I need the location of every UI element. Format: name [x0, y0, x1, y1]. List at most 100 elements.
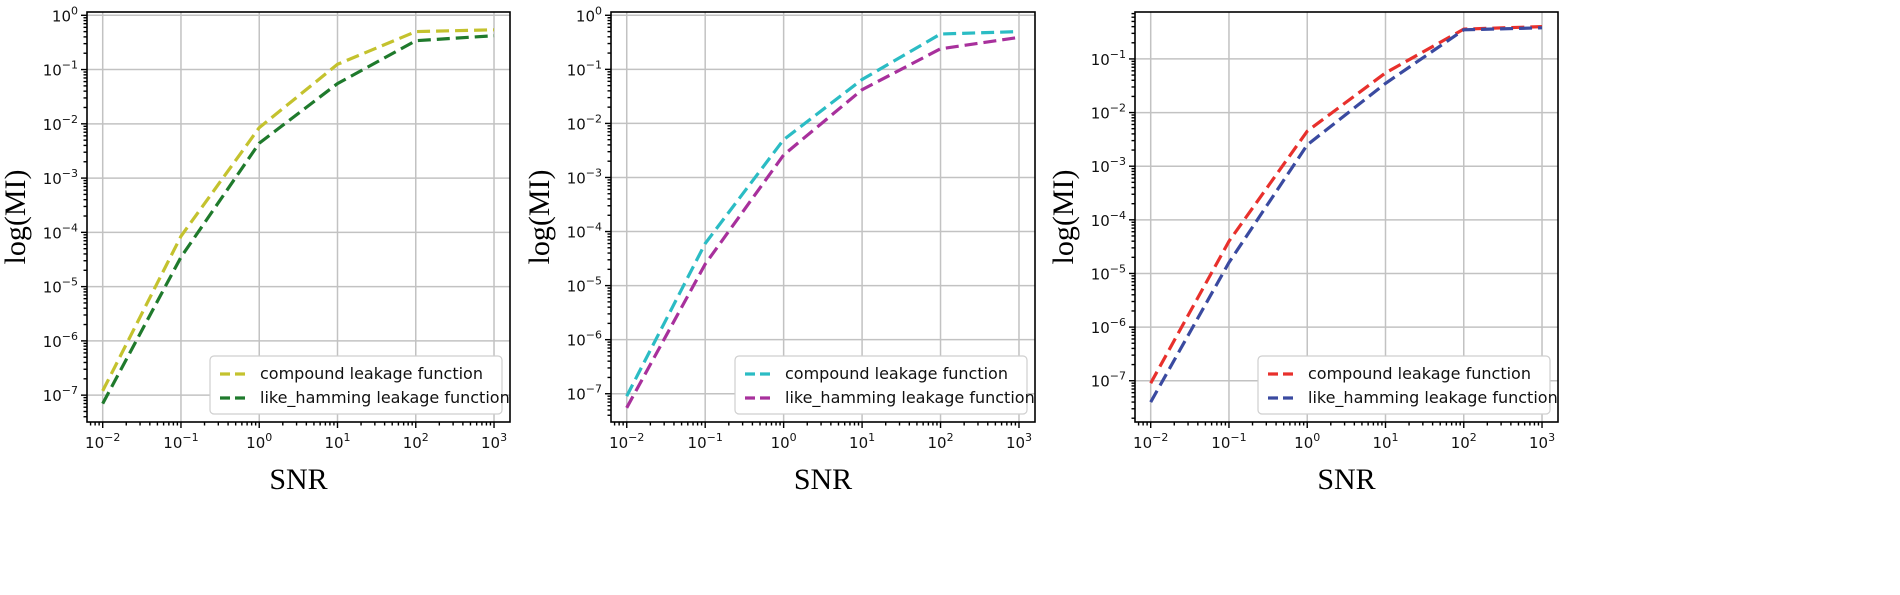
tick-base: 10 [771, 434, 790, 452]
y-tick-label: 10−6 [43, 330, 78, 351]
tick-exponent: −1 [62, 59, 78, 72]
y-axis-title: log(MI) [523, 170, 556, 265]
legend-label-2: like_hamming leakage function [1308, 388, 1558, 408]
x-tick-label: 103 [1006, 431, 1032, 452]
tick-base: 10 [1091, 51, 1110, 69]
tick-exponent: 1 [868, 431, 875, 444]
tick-exponent: 0 [790, 431, 797, 444]
legend-label-1: compound leakage function [1308, 364, 1531, 383]
tick-base: 10 [576, 7, 595, 25]
tick-exponent: −6 [586, 329, 602, 342]
tick-base: 10 [52, 7, 71, 25]
tick-base: 10 [1529, 434, 1548, 452]
x-tick-label: 10−2 [1133, 431, 1168, 452]
x-tick-label: 101 [324, 431, 350, 452]
tick-base: 10 [43, 62, 62, 80]
series-line-1 [625, 30, 1020, 397]
tick-exponent: −2 [62, 113, 78, 126]
tick-base: 10 [43, 170, 62, 188]
tick-exponent: −7 [1110, 370, 1126, 383]
y-tick-label: 10−4 [1091, 209, 1126, 230]
tick-base: 10 [481, 434, 500, 452]
series-line-1 [1149, 25, 1543, 384]
tick-exponent: −6 [1110, 316, 1126, 329]
legend: compound leakage function like_hamming le… [209, 355, 510, 415]
tick-exponent: −3 [586, 166, 602, 179]
tick-base: 10 [43, 387, 62, 405]
tick-base: 10 [43, 333, 62, 351]
y-tick-label: 10−1 [567, 58, 602, 79]
chart-panel-1: 10−2 10−1 100 101 102 10310−710−610−510−410−3… [0, 4, 511, 496]
x-tick-label: 10−1 [1211, 431, 1246, 452]
x-tick-label: 101 [1372, 431, 1398, 452]
y-tick-label: 10−3 [1091, 155, 1126, 176]
tick-base: 10 [567, 224, 586, 242]
tick-base: 10 [43, 116, 62, 134]
y-tick-label: 100 [52, 4, 78, 25]
legend-label-2: like_hamming leakage function [260, 388, 510, 408]
x-tick-label: 100 [771, 431, 797, 452]
axis-ticks: 10−2 10−1 100 101 102 10310−710−610−510−410−3… [43, 4, 507, 452]
tick-exponent: 0 [595, 4, 602, 17]
tick-exponent: −1 [707, 431, 723, 444]
y-tick-label: 100 [576, 4, 602, 25]
x-tick-label: 10−1 [163, 431, 198, 452]
tick-base: 10 [567, 115, 586, 133]
y-tick-label: 10−6 [1091, 316, 1126, 337]
tick-base: 10 [163, 434, 182, 452]
tick-exponent: −3 [62, 167, 78, 180]
legend-frame [1257, 355, 1551, 415]
tick-base: 10 [567, 332, 586, 350]
tick-base: 10 [1091, 212, 1110, 230]
tick-base: 10 [849, 434, 868, 452]
y-tick-label: 10−6 [567, 329, 602, 350]
tick-exponent: −6 [62, 330, 78, 343]
series-line-2 [1149, 26, 1543, 403]
tick-exponent: 1 [1392, 431, 1399, 444]
tick-base: 10 [1091, 105, 1110, 123]
tick-base: 10 [1211, 434, 1230, 452]
tick-base: 10 [688, 434, 707, 452]
legend-frame [734, 355, 1028, 415]
tick-exponent: 2 [422, 431, 429, 444]
y-tick-label: 10−3 [43, 167, 78, 188]
y-tick-label: 10−5 [1091, 262, 1126, 283]
x-tick-label: 103 [481, 431, 507, 452]
tick-exponent: −1 [586, 58, 602, 71]
x-tick-label: 102 [403, 431, 429, 452]
axis-ticks: 10−2 10−1 100 101 102 10310−710−610−510−410−3… [1091, 12, 1555, 452]
tick-base: 10 [1006, 434, 1025, 452]
series-line-2 [625, 35, 1020, 409]
y-axis-title: log(MI) [0, 170, 32, 265]
chart-panel-2: 10−2 10−1 100 101 102 10310−710−610−510−410−3… [523, 4, 1036, 496]
tick-base: 10 [403, 434, 422, 452]
tick-base: 10 [567, 278, 586, 296]
tick-base: 10 [1091, 265, 1110, 283]
tick-exponent: 1 [344, 431, 351, 444]
y-tick-label: 10−1 [43, 59, 78, 80]
tick-base: 10 [609, 434, 628, 452]
series-line-1 [101, 28, 495, 392]
tick-base: 10 [43, 224, 62, 242]
legend-frame [209, 355, 503, 415]
y-tick-label: 10−7 [567, 383, 602, 404]
tick-base: 10 [1133, 434, 1152, 452]
y-tick-label: 10−5 [567, 275, 602, 296]
x-tick-label: 102 [927, 431, 953, 452]
tick-exponent: −4 [62, 221, 78, 234]
x-tick-label: 10−2 [609, 431, 644, 452]
y-tick-label: 10−2 [43, 113, 78, 134]
tick-exponent: −2 [1110, 102, 1126, 115]
tick-exponent: −4 [586, 221, 602, 234]
tick-exponent: −3 [1110, 155, 1126, 168]
tick-exponent: −5 [1110, 262, 1126, 275]
legend-label-1: compound leakage function [785, 364, 1008, 383]
legend-label-1: compound leakage function [260, 364, 483, 383]
y-tick-label: 10−4 [43, 221, 78, 242]
tick-base: 10 [1294, 434, 1313, 452]
x-tick-label: 10−1 [688, 431, 723, 452]
y-tick-label: 10−1 [1091, 48, 1126, 69]
tick-exponent: 3 [1025, 431, 1032, 444]
x-axis-title: SNR [1317, 463, 1375, 496]
